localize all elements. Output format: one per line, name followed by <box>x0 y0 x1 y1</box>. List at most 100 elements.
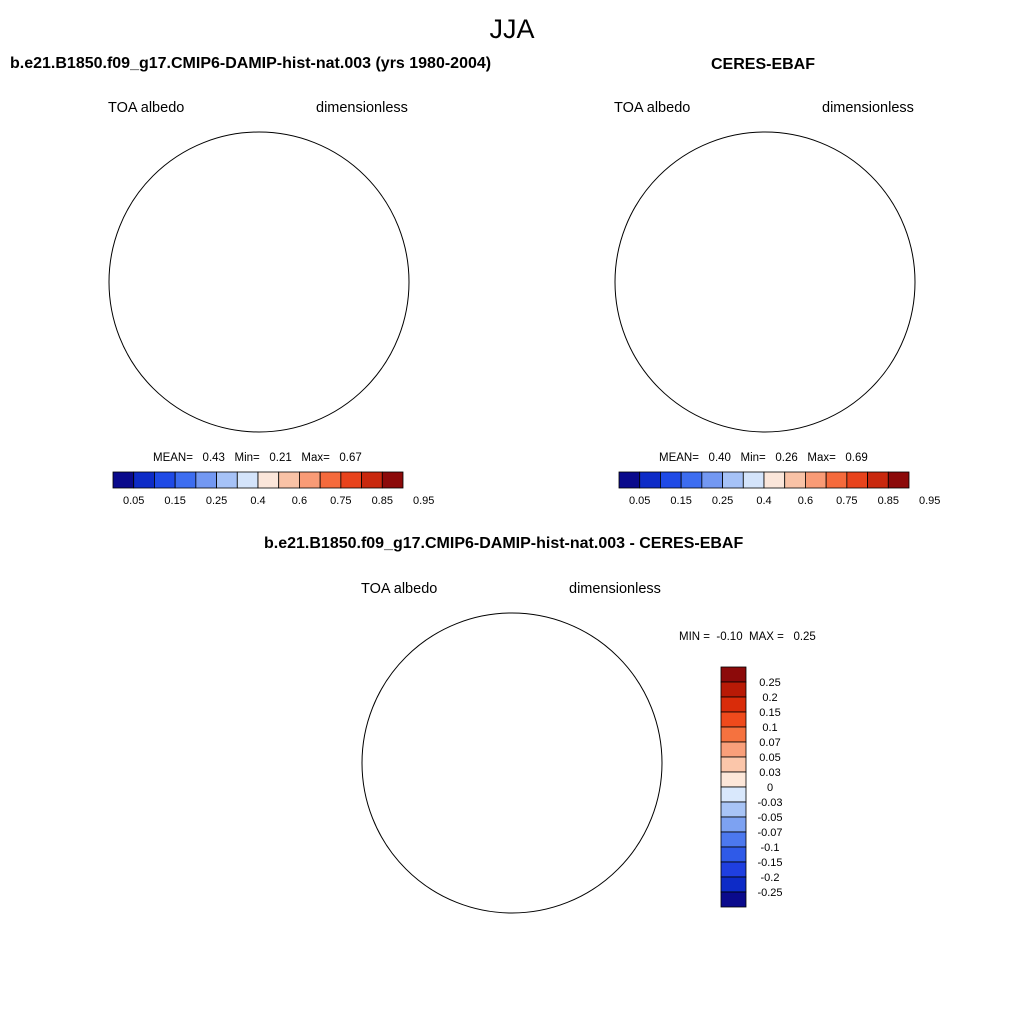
panel1-colorbar-tick: 0.25 <box>206 495 227 507</box>
panel3-colorbar-box <box>720 696 747 713</box>
panel3-canada-high <box>370 706 485 803</box>
panel3-colorbar-tick: 0.1 <box>762 722 777 734</box>
panel3-colorbar-tick: 0.15 <box>759 707 780 719</box>
panel3-ocean-fringe-east <box>572 743 672 923</box>
panel3-ocean-fringe-west <box>352 603 412 723</box>
panel3-min-label: MIN = <box>679 631 710 643</box>
panel3-colorbar-box <box>720 846 747 863</box>
panel1-arctic-ice <box>154 213 348 335</box>
panel2-colorbar-tick: 0.15 <box>670 495 691 507</box>
panel3-colorbar-tick: 0 <box>767 782 773 794</box>
panel3-variable-label: TOA albedo <box>361 581 438 597</box>
panel1-colorbar-box <box>381 471 404 489</box>
panel2-colorbar-box <box>805 471 827 489</box>
panel1-mean-label: MEAN= <box>153 452 193 464</box>
panel3-colorbar-box <box>720 711 747 728</box>
panel2-colorbar-box <box>763 471 786 489</box>
panel2-arctic-ice <box>714 218 821 312</box>
panel3-units-label: dimensionless <box>569 581 661 597</box>
panel2-colorbar-box <box>660 471 682 489</box>
panel2-greenland-coast <box>679 288 755 356</box>
panel1-colorbar-box <box>112 471 135 489</box>
panel2-alaska-coast <box>645 162 735 194</box>
panel3-colorbar-tick: 0.2 <box>762 692 777 704</box>
panel3-colorbar-tick: -0.2 <box>761 872 780 884</box>
panel2-greenland-high <box>687 297 748 352</box>
panel2-units-label: dimensionless <box>822 100 914 116</box>
panel3-colorbar-box <box>720 741 747 758</box>
panel1-colorbar-box <box>340 471 362 489</box>
panel3-alaska-coast <box>392 643 482 675</box>
panel2-stats: MEAN= 0.40 Min= 0.26 Max= 0.69 <box>659 452 868 464</box>
panel3-greenland-low <box>434 778 495 833</box>
panel1-iceland-coast <box>223 360 239 371</box>
panel3-colorbar-box <box>720 681 747 698</box>
panel2-siberia-coast <box>750 162 867 312</box>
panel3-colorbar-tick: -0.25 <box>757 887 782 899</box>
panel2-ocean-outer <box>605 122 925 442</box>
panel3-ocean-fringe-south <box>352 823 432 923</box>
panel1-colorbar-box <box>236 471 259 489</box>
panel3-background <box>352 603 672 923</box>
panel1-colorbar-box <box>299 471 321 489</box>
panel3-colorbar-box <box>720 861 747 878</box>
panel2-title: CERES-EBAF <box>711 56 816 73</box>
panel2-min-label: Min= <box>740 452 766 464</box>
panel2-colorbar-tick: 0.85 <box>878 495 899 507</box>
panel1-variable-label: TOA albedo <box>108 100 185 116</box>
panel2-colorbar-box <box>846 471 868 489</box>
panel2-colorbar-tick: 0.25 <box>712 495 733 507</box>
panel2-colorbar-tick: 0.4 <box>756 495 771 507</box>
panel2-colorbar-box <box>701 471 723 489</box>
panel3-colorbar-box <box>720 786 747 803</box>
panel1-colorbar-box <box>133 471 155 489</box>
panel2-colorbar: 0.05 0.15 0.25 0.4 0.6 0.75 0.85 0.95 <box>618 471 940 507</box>
panel2-map-border <box>614 131 916 433</box>
panel3-colorbar-box <box>720 771 747 788</box>
panel3-greenland-coast <box>426 769 502 837</box>
panel3-stats: MIN = -0.10 MAX = 0.25 <box>679 631 816 643</box>
panel3-colorbar-box <box>720 831 747 848</box>
panel1-greenland-high <box>176 289 249 354</box>
panel1-colorbar-box <box>216 471 238 489</box>
panel1-scandinavia-low <box>281 366 312 424</box>
panel2-min-value: 0.26 <box>775 452 798 464</box>
panel1-colorbar-tick: 0.75 <box>330 495 351 507</box>
panel2-colorbar-box <box>867 471 889 489</box>
panel2-colorbar-box <box>887 471 910 489</box>
panel3-colorbar-tick: 0.05 <box>759 752 780 764</box>
panel1-colorbar-box <box>195 471 217 489</box>
panel3-colorbar-box <box>720 726 747 743</box>
panel1-greenland-coast <box>173 288 249 356</box>
panel1-colorbar-box <box>278 471 300 489</box>
panel1-min-value: 0.21 <box>269 452 292 464</box>
panel3-colorbar-tick: -0.03 <box>757 797 782 809</box>
panel3-colorbar-box <box>720 891 747 908</box>
panel3-colorbar-box <box>720 756 747 773</box>
panel1-colorbar-box <box>154 471 176 489</box>
panel1-siberia-coast <box>244 162 361 312</box>
panel3-colorbar-tick: 0.07 <box>759 737 780 749</box>
panel2-colorbar-box <box>618 471 641 489</box>
panel1-colorbar-box <box>361 471 383 489</box>
panel2-scandinavia-coast <box>785 364 816 422</box>
panel3-max-label: MAX = <box>749 631 784 643</box>
panel2-mean-value: 0.40 <box>708 452 731 464</box>
panel2-max-value: 0.69 <box>845 452 868 464</box>
panel2-ocean-inner <box>654 166 868 387</box>
panel2-colorbar-box <box>742 471 765 489</box>
panel2-colorbar-tick: 0.05 <box>629 495 650 507</box>
panel1-stats: MEAN= 0.43 Min= 0.21 Max= 0.67 <box>153 452 362 464</box>
panel3-iceland-coast <box>476 841 492 852</box>
panel1-alaska-coast <box>139 162 229 194</box>
panel1-colorbar-tick: 0.05 <box>123 495 144 507</box>
panel3-siberia-coast <box>497 643 614 793</box>
panel1-map-border <box>108 131 410 433</box>
panel2-europe-coast <box>800 322 830 427</box>
panel1-europe-coast <box>294 322 324 427</box>
panel3-coastlines <box>392 643 614 908</box>
panel2-canada-archipelago-coast <box>655 254 737 292</box>
panel1-map <box>108 131 419 442</box>
panel2-variable-label: TOA albedo <box>614 100 691 116</box>
